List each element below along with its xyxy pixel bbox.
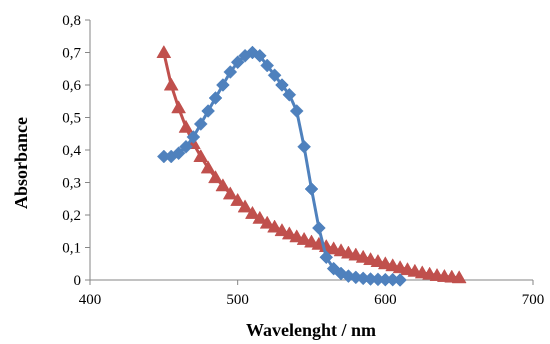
x-tick-label: 700: [522, 292, 545, 308]
data-point: [156, 44, 172, 58]
data-point: [223, 65, 238, 79]
data-point: [252, 48, 267, 63]
y-tick-label: 0,8: [62, 13, 81, 29]
data-point: [267, 219, 283, 233]
series-diamond: [156, 45, 407, 287]
series-triangle: [156, 44, 467, 284]
data-point: [289, 104, 304, 118]
data-point: [451, 270, 467, 284]
data-point: [171, 146, 186, 161]
data-point: [208, 170, 223, 184]
tick-labels: 0 0,1 0,2 0,3 0,4 0,5 0,6 0,7 0,8 400 500 600 700: [62, 13, 544, 308]
x-tick-label: 600: [374, 292, 397, 308]
data-point: [274, 223, 290, 237]
x-tick-label: 500: [226, 292, 249, 308]
data-point: [304, 182, 319, 196]
y-tick-label: 0: [74, 273, 82, 289]
data-point: [282, 87, 297, 102]
data-point: [393, 273, 407, 287]
data-point: [237, 199, 253, 213]
plot-area: [156, 44, 467, 287]
y-tick-label: 0,3: [62, 176, 81, 192]
data-point: [178, 119, 194, 133]
data-point: [186, 130, 201, 144]
x-tick-label: 400: [79, 292, 102, 308]
data-point: [230, 192, 246, 206]
data-point: [297, 139, 311, 154]
data-point: [200, 160, 216, 174]
data-point: [319, 250, 334, 265]
data-point: [260, 58, 275, 73]
data-point: [215, 178, 231, 192]
data-point: [312, 221, 326, 235]
y-tick-label: 0,1: [62, 241, 81, 257]
data-point: [179, 139, 193, 154]
data-point: [201, 104, 215, 118]
data-point: [252, 210, 268, 224]
y-tick-label: 0,4: [62, 143, 81, 159]
y-tick-label: 0,5: [62, 111, 81, 127]
data-point: [281, 226, 297, 240]
y-tick-label: 0,2: [62, 208, 81, 224]
data-point: [267, 68, 282, 83]
data-point: [222, 186, 238, 200]
data-point: [208, 91, 223, 105]
data-point: [216, 78, 230, 92]
data-point: [245, 205, 260, 219]
y-axis-label: Absorbance: [11, 117, 31, 209]
data-point: [275, 78, 289, 92]
data-point: [259, 215, 275, 229]
x-axis-label: Wavelenght / nm: [246, 320, 376, 340]
y-tick-label: 0,6: [62, 78, 81, 94]
data-point: [193, 117, 208, 131]
data-point: [171, 100, 187, 114]
data-point: [193, 148, 209, 162]
y-tick-label: 0,7: [62, 46, 81, 62]
data-point: [230, 55, 245, 70]
data-point: [163, 77, 179, 91]
